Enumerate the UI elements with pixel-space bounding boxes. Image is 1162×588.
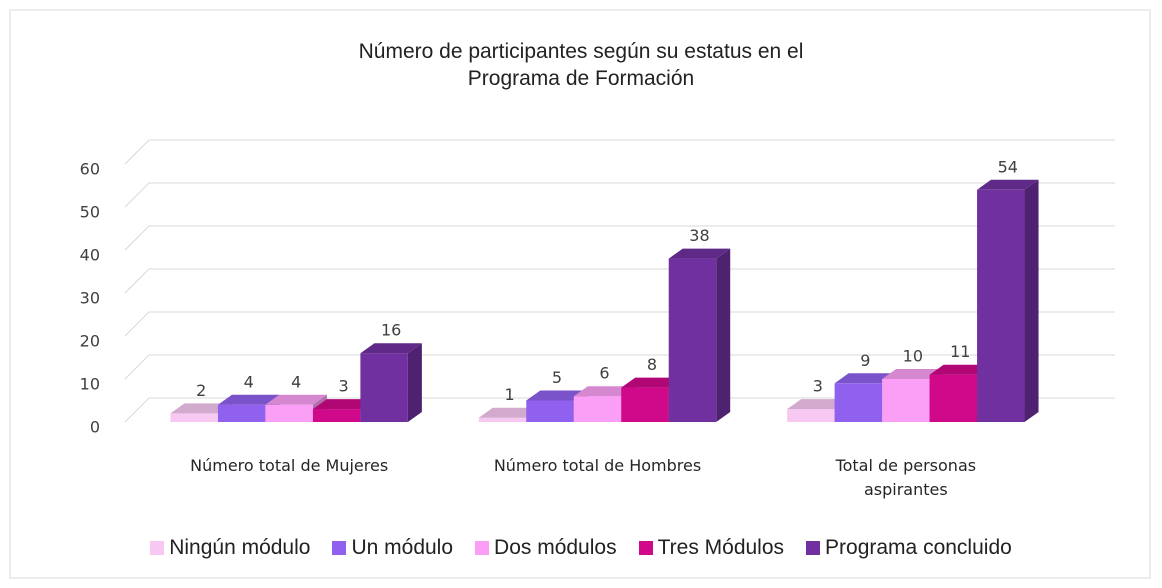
legend-label: Tres Módulos [657, 536, 785, 559]
bar [621, 387, 669, 422]
data-label: 2 [196, 381, 206, 400]
grid-line [124, 397, 1115, 423]
bar [526, 400, 574, 422]
data-label: 3 [813, 377, 823, 396]
y-tick-label: 60 [80, 160, 100, 179]
bar [478, 417, 527, 422]
bar [573, 396, 622, 422]
legend-item: Programa concluido [806, 536, 1012, 560]
bar-side [716, 248, 731, 422]
legend-item: Ningún módulo [150, 536, 310, 560]
data-label: 4 [291, 372, 301, 391]
bar [977, 189, 1025, 422]
bar-side [407, 343, 422, 422]
data-label: 4 [244, 372, 254, 391]
grid-line [124, 182, 1115, 208]
bar [668, 258, 717, 422]
x-tick-label: Total de personas aspirantes [835, 456, 977, 499]
grid-line [124, 311, 1115, 337]
bar-top [478, 407, 541, 418]
data-label: 3 [339, 377, 349, 396]
legend-swatch [150, 541, 165, 555]
grid-line [124, 268, 1115, 294]
data-label: 11 [950, 342, 970, 361]
y-tick-label: 10 [80, 375, 100, 394]
legend-item: Dos módulos [475, 536, 617, 560]
bar [834, 383, 883, 422]
grid-line [124, 139, 1115, 165]
bar-top [929, 364, 992, 375]
title-line: Programa de Formación [467, 67, 695, 90]
legend: Ningún módulo Un módulo Dos módulos Tres Mó… [0, 536, 1162, 560]
legend-swatch [475, 541, 490, 555]
bar-top [621, 377, 683, 388]
data-label: 16 [381, 321, 401, 340]
bar [360, 353, 408, 422]
legend-item: Un módulo [332, 536, 453, 560]
x-tick-label: Número total de Hombres [493, 456, 702, 475]
bar [882, 379, 930, 422]
legend-item: Tres Módulos [638, 536, 785, 560]
chart-border [9, 9, 1151, 579]
legend-label: Un módulo [351, 536, 454, 559]
bar-side [1024, 179, 1039, 422]
legend-swatch [806, 541, 821, 555]
bar-top [170, 403, 232, 414]
bar [170, 413, 218, 422]
bar [312, 409, 361, 422]
y-tick-label: 0 [90, 418, 100, 437]
data-label: 5 [552, 368, 562, 387]
data-label: 54 [998, 157, 1018, 176]
bar-top [360, 343, 422, 354]
legend-swatch [332, 541, 347, 555]
y-tick-label: 40 [80, 246, 100, 265]
bar-top [668, 248, 731, 259]
legend-label: Programa concluido [825, 536, 1012, 559]
data-label: 8 [647, 355, 657, 374]
bar-top [834, 373, 897, 384]
y-tick-label: 50 [80, 203, 100, 222]
bar-top [882, 369, 944, 379]
y-tick-label: 30 [80, 289, 100, 308]
bar [217, 404, 266, 422]
title-line: Número de participantes según su estatus… [358, 40, 804, 63]
chart-title: Número de participantes según su estatus… [0, 38, 1162, 92]
bar-top [573, 386, 636, 397]
bar-top [787, 399, 849, 410]
bar [787, 409, 835, 422]
bar [929, 374, 978, 422]
data-label: 1 [504, 385, 514, 404]
grid-line [124, 354, 1115, 380]
bar [265, 404, 313, 422]
legend-label: Ningún módulo [169, 536, 311, 559]
y-tick-label: 20 [80, 332, 100, 351]
legend-swatch [638, 541, 653, 555]
bar-top [977, 179, 1039, 190]
bar-top [217, 394, 280, 405]
legend-label: Dos módulos [494, 536, 617, 559]
bar-top [265, 394, 327, 405]
data-label: 9 [860, 351, 870, 370]
bar-top [526, 390, 588, 401]
data-label: 38 [689, 226, 709, 245]
x-tick-label: Número total de Mujeres [190, 456, 389, 475]
data-label: 10 [903, 347, 923, 366]
data-label: 6 [599, 364, 609, 383]
grid-line [124, 225, 1115, 251]
bar-top [312, 399, 375, 410]
